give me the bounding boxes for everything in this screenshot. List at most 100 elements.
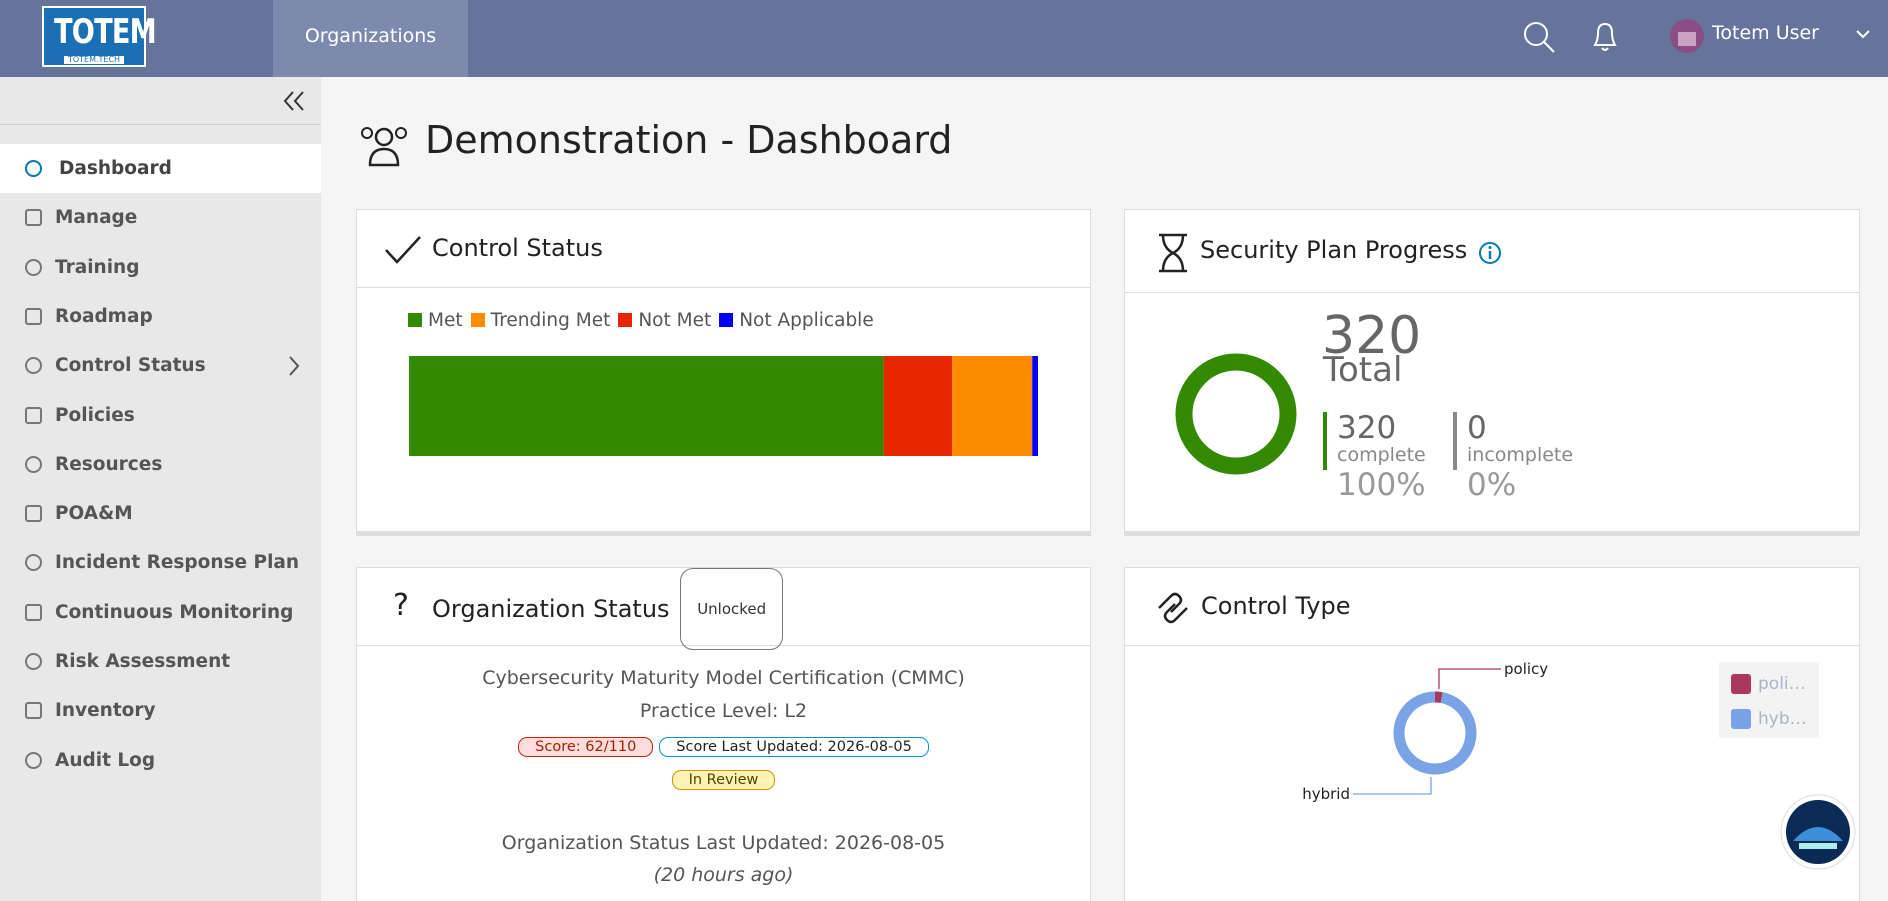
search-icon[interactable] [1522,20,1556,54]
legend-item: Trending Met [470,310,611,331]
bell-icon[interactable] [1590,20,1620,54]
legend-swatch [719,313,734,327]
lock-badge: Unlocked [680,568,784,650]
menu-icon [25,554,42,572]
hourglass-icon [1159,233,1187,273]
question-icon: ? [393,588,409,623]
legend-item: Not Applicable [719,310,874,331]
card-title: Control Type [1125,568,1859,646]
menu-item[interactable]: Training [0,243,321,292]
menu-item[interactable]: Inventory [0,686,321,735]
legend-swatch [1731,709,1751,729]
legend-item: Met [408,310,463,331]
menu-icon [25,653,42,670]
legend-swatch [408,313,422,327]
link-icon [1158,592,1188,624]
menu-icon [25,258,42,276]
menu-icon [25,160,42,177]
legend: Met Trending Met Not Met Not Applicable [408,310,874,331]
menu-item[interactable]: POA&M [0,489,321,538]
menu-item[interactable]: Dashboard [0,144,321,193]
menu-item[interactable]: Audit Log [0,736,321,785]
legend-item: Not Met [618,310,711,331]
callout-label: hybrid [1302,785,1350,803]
menu-icon [25,603,42,621]
legend-label: Not Applicable [739,310,874,331]
donut-slice [1434,691,1443,704]
menu-item[interactable]: Manage [0,193,321,242]
legend: policy hybrid [1719,662,1819,738]
bar-segment [952,356,1033,456]
callout-line [1438,668,1501,689]
review-badge: In Review [671,770,776,790]
collapse-icon[interactable] [282,90,306,112]
card-title: Organization Status Unlocked [357,568,1090,650]
submenu-chevron[interactable] [287,355,301,377]
user-chevron[interactable] [1855,28,1871,40]
check-icon [385,236,421,264]
org-status-title: Organization Status [432,595,670,623]
menu-item[interactable]: Roadmap [0,292,321,341]
score-badge: Score: 62/110 [518,737,654,757]
logo[interactable]: TOTEM TOTEM.TECH [42,6,157,67]
bar-segment [1032,356,1038,456]
callout-line [1353,777,1432,795]
donut-slice [1175,353,1297,475]
menu-item[interactable]: Policies [0,391,321,440]
menu-icon [25,307,42,325]
total-value: 320 [1322,306,1422,366]
legend-swatch [1731,674,1751,694]
control-status-card: Control Status Met Trending Met Not Met Not… [356,209,1091,536]
security-plan-card: Security Plan Progress 320 Total 320 comp… [1124,209,1860,536]
stat-label: complete [1337,444,1426,466]
logo-text: TOTEM [54,12,157,52]
assistant-button[interactable] [1779,793,1857,871]
menu-item[interactable]: Continuous Monitoring [0,588,321,637]
org-icon [361,127,407,167]
stat-percent: 0% [1467,467,1517,503]
bar-segment [409,356,884,456]
menu-icon [25,505,42,523]
legend-swatch [470,313,485,327]
stacked-bar-chart [409,356,1038,456]
menu-icon [25,357,42,375]
legend-label: Not Met [638,310,712,331]
menu-icon [25,702,42,720]
menu-item[interactable]: Risk Assessment [0,637,321,686]
updated-badge: Score Last Updated: 2026-08-05 [659,737,929,757]
collapse-bar [0,77,321,125]
status-updated: Organization Status Last Updated: 2026-0… [501,832,946,854]
menu-icon [25,406,42,424]
logo-sub: TOTEM.TECH [64,56,124,64]
nav-tab[interactable]: Organizations [273,0,468,77]
menu-icon [25,455,42,473]
user-name[interactable]: Totem User [1712,22,1819,44]
legend-label: Trending Met [490,310,611,331]
info-icon[interactable] [1477,240,1503,266]
menu-icon [25,209,42,227]
menu-item[interactable]: Incident Response Plan [0,538,321,587]
progress-donut [1175,353,1297,475]
bar-segment [883,356,953,456]
menu-item[interactable]: Resources [0,440,321,489]
stat-label: incomplete [1467,444,1574,466]
level: Practice Level: L2 [639,700,808,722]
stat-block: 320 complete 100% [1323,410,1426,503]
control-type-card: Control Type policy hybrid policy hybrid [1124,567,1860,901]
donut-slice [1393,691,1477,775]
header: TOTEM TOTEM.TECH Organizations Totem User [0,0,1888,77]
org-status-card: Organization Status Unlocked ? Cybersecu… [356,567,1091,901]
sidebar [0,77,321,901]
legend-label: hybrid [1758,709,1808,729]
menu-icon [25,751,42,769]
type-donut: policy hybrid [1302,660,1548,803]
callout-label: policy [1504,660,1548,678]
avatar[interactable] [1669,18,1705,54]
legend-item[interactable]: policy [1731,672,1813,696]
legend-label: Met [428,310,463,331]
legend-item[interactable]: hybrid [1731,707,1813,731]
menu-item[interactable]: Control Status [0,341,321,390]
stat-value: 320 [1337,410,1397,446]
status-ago: (20 hours ago) [653,864,794,886]
